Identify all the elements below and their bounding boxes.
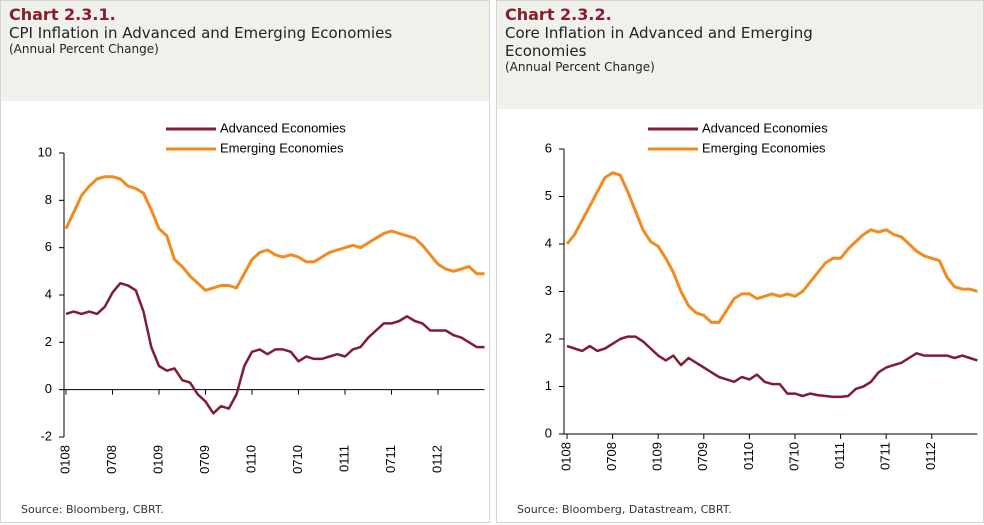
- series-line: [64, 175, 485, 292]
- x-tick-label: 0112: [429, 445, 444, 473]
- y-tick-label: 1: [545, 378, 552, 393]
- x-tick-label: 0109: [150, 445, 165, 474]
- x-tick-label: 0110: [741, 442, 756, 470]
- chart: 0 1 2 3 4 5 6 0108 0708 0109 0709 0110 0710 0111 0711 0…: [545, 120, 978, 471]
- x-tick-label: 0110: [243, 445, 258, 473]
- chart: -2 0 2 4 6 8 10 0108 0708 0109 0709 0110 0710 0111 071…: [38, 120, 485, 474]
- y-tick-label: 8: [45, 192, 52, 207]
- series-line: [565, 171, 978, 324]
- series-line: [566, 335, 978, 399]
- legend-label: Emerging Economies: [220, 140, 344, 155]
- panel: Chart 2.3.1. CPI Inflation in Advanced a…: [0, 0, 490, 523]
- y-tick-label: 5: [545, 188, 552, 203]
- y-tick-label: 2: [45, 334, 52, 349]
- x-tick-label: 0111: [336, 445, 351, 472]
- x-tick-label: 0709: [695, 442, 710, 471]
- x-tick-label: 0709: [197, 445, 212, 474]
- y-tick-label: 0: [545, 425, 552, 440]
- legend-label: Advanced Economies: [220, 120, 346, 135]
- series-line: [65, 281, 485, 415]
- x-tick-label: 0708: [104, 445, 119, 474]
- source: Source: Bloomberg, Datastream, CBRT.: [517, 503, 732, 516]
- x-tick-label: 0710: [290, 445, 305, 474]
- y-tick-label: 3: [545, 283, 552, 298]
- x-tick-label: 0710: [786, 442, 801, 471]
- chart-label: Chart 2.3.2.: [505, 5, 612, 24]
- chart-subtitle: (Annual Percent Change): [9, 42, 159, 56]
- y-tick-label: -2: [40, 428, 52, 443]
- chart-title: CPI Inflation in Advanced and Emerging E…: [9, 24, 393, 42]
- x-tick-label: 0108: [558, 442, 573, 471]
- y-tick-label: 4: [45, 286, 52, 301]
- chart-label: Chart 2.3.1.: [9, 5, 116, 24]
- chart-subtitle: (Annual Percent Change): [505, 60, 655, 74]
- x-tick-label: 0708: [604, 442, 619, 471]
- x-tick-label: 0108: [57, 445, 72, 474]
- source: Source: Bloomberg, CBRT.: [21, 503, 164, 516]
- legend-label: Advanced Economies: [702, 120, 828, 135]
- y-tick-label: 2: [545, 330, 552, 345]
- y-tick-label: 10: [38, 144, 52, 159]
- y-tick-label: 4: [545, 235, 552, 250]
- x-tick-label: 0111: [832, 442, 847, 469]
- panel: Chart 2.3.2. Core Inflation in Advanced …: [496, 0, 984, 523]
- y-tick-label: 0: [45, 381, 52, 396]
- y-tick-label: 6: [545, 140, 552, 155]
- y-tick-label: 6: [45, 239, 52, 254]
- panel-header: Chart 2.3.1. CPI Inflation in Advanced a…: [1, 1, 489, 101]
- x-tick-label: 0711: [383, 445, 398, 473]
- x-tick-label: 0711: [878, 442, 893, 470]
- x-tick-label: 0109: [650, 442, 665, 471]
- panel-header: Chart 2.3.2. Core Inflation in Advanced …: [497, 1, 983, 109]
- x-tick-label: 0112: [923, 442, 938, 470]
- legend-label: Emerging Economies: [702, 140, 826, 155]
- chart-title: Core Inflation in Advanced and Emerging …: [505, 24, 813, 60]
